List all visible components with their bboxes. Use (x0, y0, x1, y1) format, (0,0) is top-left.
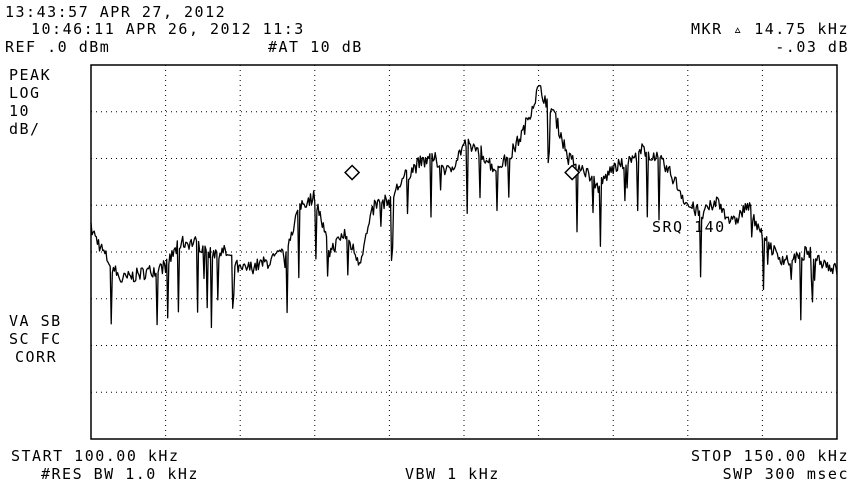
scale-unit: dB/ (9, 120, 41, 138)
video-bandwidth: VBW 1 kHz (405, 465, 500, 483)
start-frequency: START 100.00 kHz (11, 447, 180, 465)
srq-annotation: SRQ 140 (652, 218, 726, 236)
marker-layer (344, 164, 581, 181)
resolution-bandwidth: #RES BW 1.0 kHz (41, 465, 199, 483)
timestamp: 13:43:57 APR 27, 2012 (5, 3, 227, 21)
reference-trace-timestamp: 10:46:11 APR 26, 2012 11:3 (31, 22, 305, 37)
sweep-time: SWP 300 msec (722, 465, 849, 483)
stop-frequency: STOP 150.00 kHz (691, 447, 849, 465)
scale-value: 10 (9, 102, 31, 120)
reference-level: REF .0 dBm (5, 38, 111, 56)
marker-delta-amplitude: -.03 dB (775, 38, 849, 56)
sc-fc-annotation: SC FC (9, 330, 62, 348)
spectrum-trace (90, 84, 838, 329)
marker-diamond (564, 164, 581, 181)
corr-annotation: CORR (15, 348, 58, 366)
attenuation: #AT 10 dB (268, 38, 363, 56)
marker-diamond (344, 164, 361, 181)
scale-mode: LOG (9, 84, 41, 102)
marker-delta-frequency: MKR ▵ 14.75 kHz (691, 20, 849, 38)
detector-mode: PEAK (9, 66, 52, 84)
va-sb-annotation: VA SB (9, 312, 62, 330)
